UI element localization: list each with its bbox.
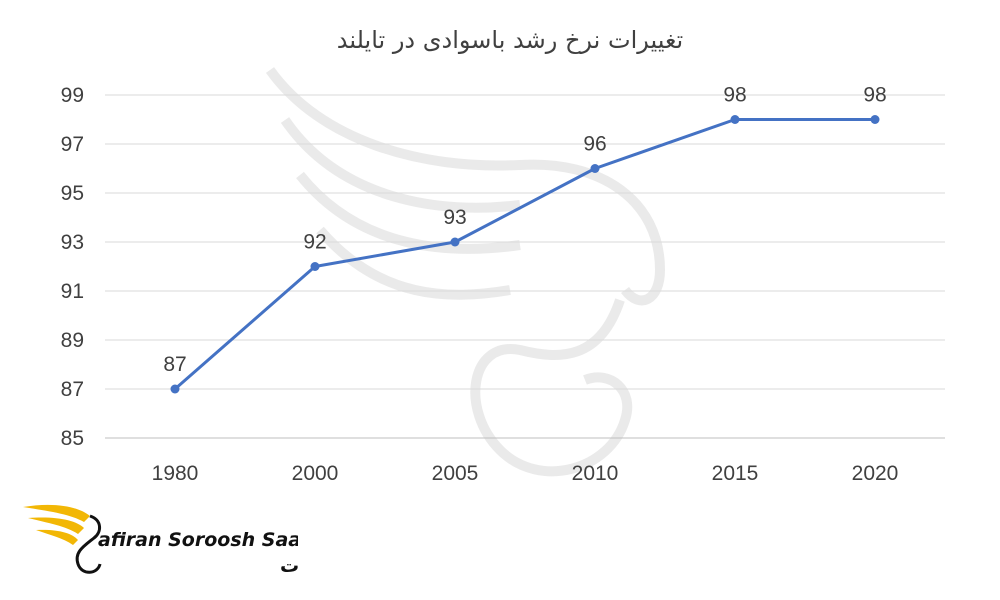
x-tick-label: 2005 [432, 462, 479, 485]
data-label: 96 [583, 133, 606, 156]
y-tick-label: 99 [61, 84, 84, 107]
y-tick-label: 95 [61, 182, 84, 205]
y-tick-label: 87 [61, 378, 84, 401]
logo: afiran Soroosh Saadat سفیران سروش سعادت [23, 504, 298, 577]
data-point [590, 164, 600, 173]
y-tick-label: 89 [61, 329, 84, 352]
logo-text-english: afiran Soroosh Saadat [98, 529, 298, 551]
data-point [730, 115, 740, 124]
y-tick-label: 91 [61, 280, 84, 303]
data-point [450, 237, 460, 247]
y-axis-tick-labels: 85 87 89 91 93 95 97 99 [61, 84, 84, 450]
chart-title: تغییرات نرخ رشد باسوادی در تایلند [337, 26, 683, 54]
watermark-wing-icon [265, 67, 666, 477]
x-tick-label: 2015 [712, 462, 759, 485]
x-tick-label: 2000 [292, 462, 339, 485]
data-point [170, 384, 180, 394]
x-tick-label: 1980 [152, 462, 199, 485]
x-tick-label: 2010 [572, 462, 619, 485]
x-tick-label: 2020 [852, 462, 899, 485]
data-labels: 87 92 93 96 98 98 [163, 84, 886, 377]
data-label: 92 [303, 231, 326, 254]
gridlines [105, 94, 945, 439]
data-point [310, 262, 320, 271]
data-label: 98 [863, 84, 886, 107]
data-label: 93 [443, 206, 466, 229]
y-tick-label: 93 [61, 231, 84, 254]
data-label: 87 [163, 353, 186, 376]
data-label: 98 [723, 84, 746, 107]
logo-text-persian: سفیران سروش سعادت [280, 555, 298, 577]
data-point [870, 115, 880, 124]
series-line-group [170, 115, 880, 394]
y-tick-label: 85 [61, 427, 84, 450]
series-line [174, 118, 875, 391]
logo-wing-icon [23, 504, 102, 574]
y-tick-label: 97 [61, 133, 84, 156]
x-axis-tick-labels: 1980 2000 2005 2010 2015 2020 [152, 462, 899, 485]
